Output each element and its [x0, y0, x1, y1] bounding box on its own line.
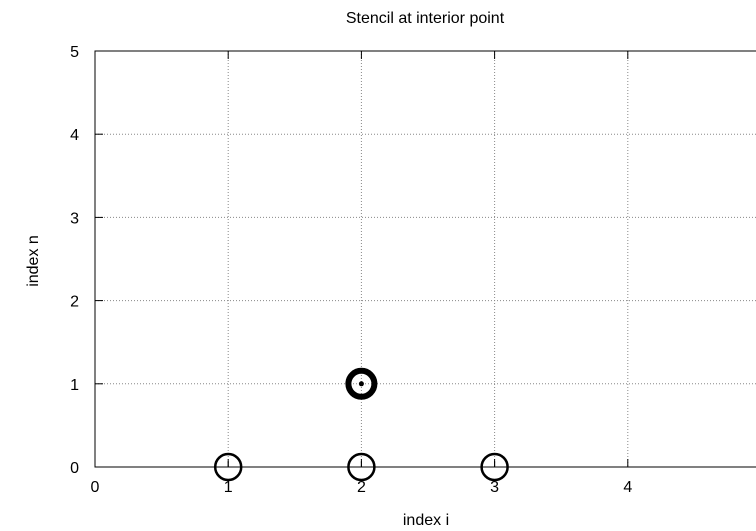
y-tick-label: 3 — [70, 210, 79, 227]
y-tick-label: 5 — [70, 44, 79, 61]
y-axis-label: index n — [25, 235, 42, 287]
chart-title: Stencil at interior point — [346, 10, 505, 27]
x-tick-label: 0 — [91, 479, 100, 496]
y-tick-label: 2 — [70, 294, 79, 311]
y-tick-label: 0 — [70, 460, 79, 477]
grid-lines — [95, 51, 756, 467]
stencil-point-marker — [347, 452, 376, 482]
plot-frame — [94, 50, 756, 468]
x-tick-label: 1 — [224, 479, 233, 496]
y-axis-ticks: 0 1 2 3 4 5 — [70, 44, 103, 477]
y-tick-label: 1 — [70, 377, 79, 394]
data-points — [213, 367, 509, 482]
stencil-point-marker — [213, 452, 243, 482]
stencil-point-marker — [480, 452, 509, 482]
plot-border — [94, 50, 756, 468]
y-tick-label: 4 — [70, 127, 79, 144]
target-point-marker — [345, 367, 378, 400]
target-point-dot — [358, 381, 364, 387]
x-axis-label: index i — [403, 512, 449, 529]
x-tick-label: 4 — [623, 479, 632, 496]
x-tick-label: 3 — [490, 479, 499, 496]
x-tick-label: 2 — [357, 479, 366, 496]
